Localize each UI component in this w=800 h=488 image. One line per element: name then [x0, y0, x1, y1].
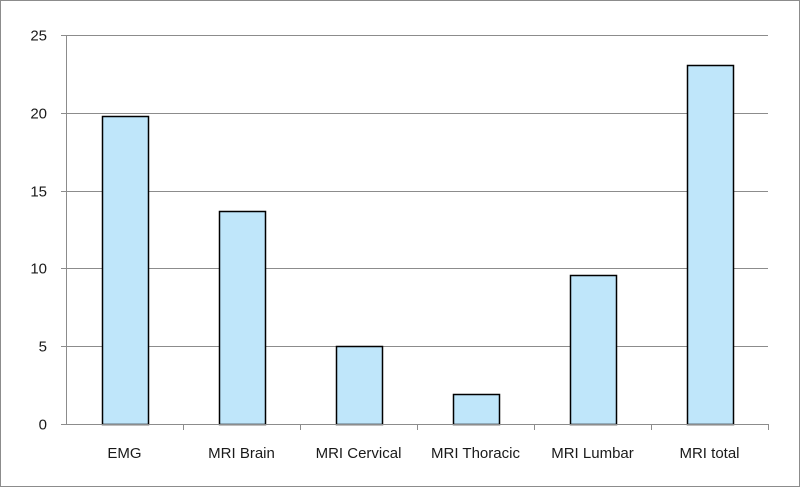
y-tick-label: 25 [30, 28, 47, 45]
bar [569, 274, 618, 426]
x-tick-label: MRI Lumbar [551, 445, 634, 462]
x-tick-label: MRI Thoracic [431, 445, 520, 462]
tick-labels: 0 5 10 15 20 25 EMG MRI Brain MRI Cervical MRI Th… [30, 28, 739, 463]
y-tick-label: 5 [39, 339, 47, 356]
y-tick-label: 10 [30, 261, 47, 278]
bar [101, 115, 150, 426]
bar [335, 345, 384, 426]
x-tick-label: EMG [107, 445, 141, 462]
x-tick-label: MRI Cervical [316, 445, 402, 462]
y-tick-label: 15 [30, 184, 47, 201]
x-tick-label: MRI Brain [208, 445, 275, 462]
y-tick-label: 20 [30, 106, 47, 123]
bar [218, 210, 267, 426]
x-tick-label: MRI total [679, 445, 739, 462]
bar [452, 393, 501, 426]
y-tick-label: 0 [39, 417, 47, 434]
bar [686, 64, 735, 426]
bars [101, 64, 735, 426]
axes [61, 35, 769, 430]
gridlines [66, 35, 768, 347]
